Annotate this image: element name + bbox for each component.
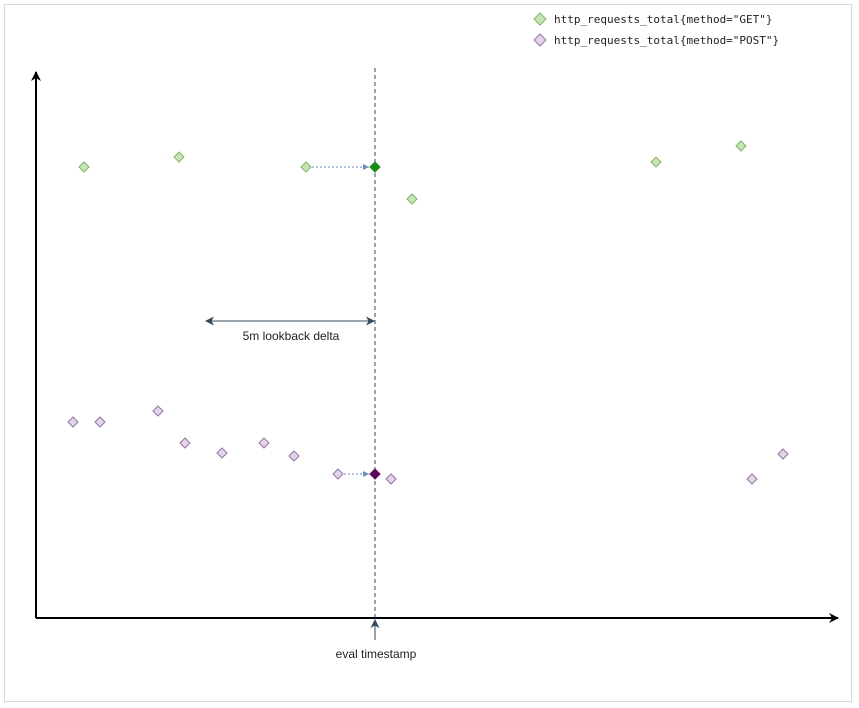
post-sample-point-6	[258, 437, 270, 449]
post-sample-point-5	[216, 447, 228, 459]
legend: http_requests_total{method="GET"} http_r…	[533, 12, 779, 47]
post-sample-point-7	[288, 450, 300, 462]
get-sample-point-3	[300, 161, 312, 173]
diagram-frame	[4, 4, 852, 702]
legend-get-marker	[533, 12, 547, 26]
post-sample-point-1	[67, 416, 79, 428]
get-sample-point-5	[650, 156, 662, 168]
eval-timestamp-label: eval timestamp	[336, 647, 417, 661]
get-sample-point-2	[173, 151, 185, 163]
legend-post-label: http_requests_total{method="POST"}	[554, 34, 779, 47]
post-sample-point-3	[152, 405, 164, 417]
get-sample-point-1	[78, 161, 90, 173]
get-sample-point-4	[406, 193, 418, 205]
get-sample-point-6	[735, 140, 747, 152]
post-sample-point-8	[332, 468, 344, 480]
get-selected-point	[369, 161, 381, 173]
legend-post-marker	[533, 33, 547, 47]
post-sample-point-9	[385, 473, 397, 485]
post-sample-point-11	[777, 448, 789, 460]
post-sample-point-10	[746, 473, 758, 485]
post-sample-point-2	[94, 416, 106, 428]
post-sample-point-4	[179, 437, 191, 449]
lookback-delta-label: 5m lookback delta	[243, 329, 340, 343]
legend-get-label: http_requests_total{method="GET"}	[554, 13, 773, 26]
series-layer	[67, 140, 789, 485]
post-selected-point	[369, 468, 381, 480]
